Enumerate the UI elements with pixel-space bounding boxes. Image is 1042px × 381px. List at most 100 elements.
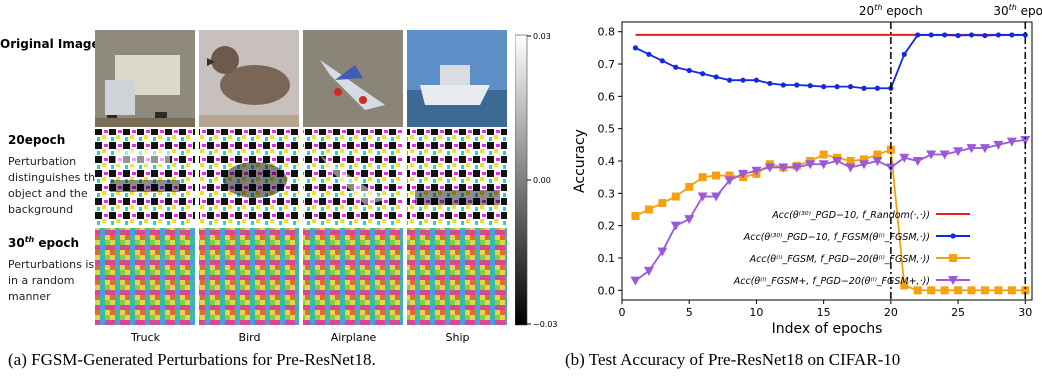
row-desc-20epoch: Perturbation distinguishes the object an… [8,154,102,218]
perturbation-20-ship [407,129,507,226]
data-point [968,32,975,38]
data-point [927,286,936,295]
data-point [1007,286,1016,295]
data-point [901,51,907,57]
data-point [643,266,654,276]
original-ship-image [407,30,507,127]
desc-line: object and the [8,187,88,200]
row-label-30epoch: 30th epoch [8,235,79,250]
x-tick-label: 30 [1018,306,1032,319]
data-point [950,233,956,239]
perturbation-20-bird [199,129,299,226]
data-point [700,71,706,77]
data-point [859,155,868,164]
row-label-20epoch: 20epoch [8,133,66,147]
data-point [954,286,963,295]
data-point [671,192,680,201]
perturbation-20-truck [95,129,195,226]
data-point [631,211,640,220]
data-point [780,82,786,88]
series-line [635,34,1026,90]
data-point [845,163,856,173]
data-point [940,286,949,295]
epoch-annotation: 20th epoch [859,3,923,18]
data-point [712,171,721,180]
data-point [1006,137,1017,147]
epoch-annotation-superscript: th [874,3,882,12]
x-tick-label: 10 [749,306,763,319]
data-point [915,32,921,38]
original-airplane-image [303,30,403,127]
x-axis-label: Index of epochs [772,321,883,337]
x-tick-label: 5 [686,306,693,319]
y-tick-label: 0.1 [598,252,616,265]
caption-a: (a) FGSM-Generated Perturbations for Pre… [8,350,376,369]
desc-line: Perturbations is [8,258,95,271]
data-point [900,281,909,290]
data-point [979,144,990,154]
y-tick-label: 0.7 [598,58,616,71]
x-tick-label: 0 [619,306,626,319]
data-point [995,32,1001,38]
colorbar-label-bottom: −0.03 [533,320,558,329]
chart-marks [630,32,1031,295]
perturbation-20-airplane [303,129,403,226]
data-point [670,221,681,231]
data-point [926,150,937,160]
y-tick-label: 0.6 [598,90,616,103]
colorbar-gradient [515,34,528,326]
y-tick-label: 0.5 [598,123,616,136]
data-point [819,150,828,159]
data-point [1009,32,1015,38]
data-point [807,83,813,89]
desc-line: distinguishes the [8,171,102,184]
series-2 [632,32,1028,91]
data-point [993,140,1004,150]
colorbar-label-top: 0.03 [533,32,551,41]
data-point [928,32,934,38]
legend-label: Acc(θ⁽³⁰⁾_PGD−10, f_FGSM(θ⁽ⁱ⁾_FGSM,·)) [743,232,930,243]
row-label-original: Original Image [0,37,100,51]
data-point [658,199,667,208]
data-point [726,77,733,83]
data-point [659,58,665,64]
data-point [967,286,976,295]
epoch-annotation-number: 30 [993,4,1008,18]
epoch-annotation-superscript: th [1009,3,1017,12]
data-point [821,84,827,90]
perturbation-30-bird [199,228,299,325]
series-4 [630,135,1031,286]
data-point [644,205,653,214]
data-point [630,276,641,286]
data-point [942,32,948,38]
epoch-annotation-word: epoch [882,4,922,18]
epoch-annotation: 30th epoch [993,3,1042,18]
column-label-airplane: Airplane [330,331,377,344]
accuracy-chart: 0 5 10 15 20 25 30 0.0 0.1 0.2 0.3 0.4 0.5 0.6 0.7 0.8 I… [572,3,1042,337]
data-point [899,153,910,163]
data-point [646,51,652,57]
chart-axes: 0 5 10 15 20 25 30 0.0 0.1 0.2 0.3 0.4 0.5 0.6 0.7 0.8 I… [572,21,1033,337]
desc-line: manner [8,290,51,303]
data-point [834,84,840,90]
data-point [632,45,639,51]
data-point [778,163,789,173]
y-tick-label: 0.3 [598,187,616,200]
legend-label: Acc(θ⁽ⁱ⁾_FGSM+, f_PGD−20(θ⁽ⁱ⁾_FGSM+,·)) [733,276,930,287]
data-point [725,171,734,180]
data-point [832,157,843,166]
colorbar-label-mid: 0.00 [533,176,551,185]
data-point [948,276,958,285]
image-grid [95,30,507,325]
perturbation-30-ship [407,228,507,325]
x-tick-label: 25 [951,306,965,319]
legend-label: Acc(θ⁽ⁱ⁾_FGSM, f_PGD−20(θ⁽ⁱ⁾_FGSM,·)) [749,254,930,265]
data-point [1022,32,1028,38]
epoch-word: epoch [34,236,80,250]
desc-line: background [8,203,74,216]
data-point [955,32,961,39]
y-tick-label: 0.2 [598,220,616,233]
data-point [724,176,735,186]
chart-legend: Acc(θ⁽³⁰⁾_PGD−10, f_Random(·,·)) Acc(θ⁽³⁰… [733,210,970,287]
